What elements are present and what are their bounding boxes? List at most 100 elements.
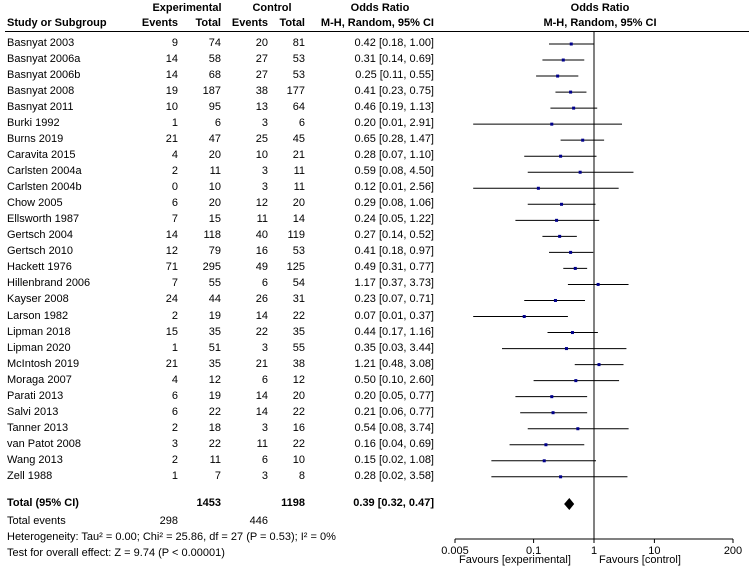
ctl-events: 13 <box>255 101 268 113</box>
total-events-label: Total events <box>7 515 66 527</box>
study-header: Study or Subgroup <box>7 17 107 29</box>
exp-events: 1 <box>171 342 178 354</box>
study-name: Burki 1992 <box>7 117 60 129</box>
point-estimate <box>555 218 559 222</box>
ctl-events: 14 <box>255 310 268 322</box>
exp-total: 7 <box>214 470 221 482</box>
or-ci: 1.21 [0.48, 3.08] <box>354 358 434 370</box>
total-events-exp: 298 <box>159 515 178 527</box>
ctl-total: 11 <box>293 181 305 193</box>
ctl-events: 6 <box>261 277 268 289</box>
ctl-total: 53 <box>292 53 305 65</box>
ctl-events-header: Events <box>231 17 268 29</box>
or-ci: 0.49 [0.31, 0.77] <box>354 261 434 273</box>
exp-total: 118 <box>203 229 221 241</box>
or-ci: 0.42 [0.18, 1.00] <box>354 37 434 49</box>
or-ci: 0.59 [0.08, 4.50] <box>354 165 434 177</box>
x-tick-label: 200 <box>724 545 742 557</box>
point-estimate <box>576 427 580 431</box>
study-name: McIntosh 2019 <box>7 358 80 370</box>
or-ci: 0.54 [0.08, 3.74] <box>354 422 434 434</box>
ctl-total: 11 <box>293 165 305 177</box>
exp-total: 68 <box>208 69 221 81</box>
exp-total: 20 <box>208 197 221 209</box>
exp-total: 10 <box>208 181 221 193</box>
point-estimate <box>536 186 540 190</box>
or-ci: 0.21 [0.06, 0.77] <box>354 406 434 418</box>
point-estimate <box>573 266 577 270</box>
ctl-events: 3 <box>261 165 268 177</box>
ctl-total: 53 <box>292 69 305 81</box>
point-estimate <box>569 250 573 254</box>
exp-events: 6 <box>171 390 178 402</box>
favours-experimental: Favours [experimental] <box>459 554 571 566</box>
or-ci: 0.28 [0.02, 3.58] <box>354 470 434 482</box>
ctl-total: 22 <box>292 406 305 418</box>
total-ctl: 1198 <box>281 497 305 509</box>
ctl-total: 119 <box>287 229 305 241</box>
or-ci: 0.27 [0.14, 0.52] <box>354 229 434 241</box>
exp-events: 14 <box>165 229 178 241</box>
ctl-total: 10 <box>292 454 305 466</box>
ctl-total: 22 <box>292 438 305 450</box>
exp-events: 6 <box>171 197 178 209</box>
or-ci: 0.46 [0.19, 1.13] <box>354 101 434 113</box>
point-estimate <box>564 347 568 351</box>
point-estimate <box>544 443 548 447</box>
study-name: Lipman 2020 <box>7 342 71 354</box>
ctl-events: 3 <box>261 117 268 129</box>
ctl-total: 8 <box>298 470 305 482</box>
ctl-events: 6 <box>261 374 268 386</box>
exp-total: 51 <box>208 342 221 354</box>
ctl-total: 35 <box>292 326 305 338</box>
exp-total: 18 <box>208 422 221 434</box>
total-exp: 1453 <box>196 497 221 509</box>
or-ci: 0.15 [0.02, 1.08] <box>354 454 434 466</box>
or-ci: 0.12 [0.01, 2.56] <box>354 181 434 193</box>
study-name: Ellsworth 1987 <box>7 213 80 225</box>
exp-total: 44 <box>208 293 221 305</box>
or-ci: 0.31 [0.14, 0.69] <box>354 53 434 65</box>
ctl-events: 3 <box>261 181 268 193</box>
exp-total: 22 <box>208 438 221 450</box>
study-name: Parati 2013 <box>7 390 64 402</box>
point-estimate <box>556 74 560 78</box>
exp-total: 20 <box>208 149 221 161</box>
exp-events: 3 <box>171 438 178 450</box>
x-tick-label: 1 <box>591 545 597 557</box>
exp-events: 6 <box>171 406 178 418</box>
study-name: Gertsch 2004 <box>7 229 74 241</box>
or-ci: 0.50 [0.10, 2.60] <box>354 374 434 386</box>
exp-events: 1 <box>171 470 178 482</box>
ctl-events: 3 <box>261 422 268 434</box>
study-name: Carlsten 2004b <box>7 181 82 193</box>
point-estimate <box>574 379 578 383</box>
ctl-events: 10 <box>255 149 268 161</box>
exp-events: 14 <box>165 53 178 65</box>
exp-events: 71 <box>165 261 178 273</box>
study-name: van Patot 2008 <box>7 438 82 450</box>
exp-events: 2 <box>171 165 178 177</box>
control-header: Control <box>252 2 292 14</box>
ctl-events: 3 <box>261 470 268 482</box>
ctl-events: 3 <box>261 342 268 354</box>
study-name: Basnyat 2006b <box>7 69 81 81</box>
exp-total: 55 <box>208 277 221 289</box>
ctl-total: 21 <box>292 149 305 161</box>
exp-total: 19 <box>208 310 221 322</box>
study-name: Caravita 2015 <box>7 149 76 161</box>
ctl-events: 27 <box>255 53 268 65</box>
study-name: Gertsch 2010 <box>7 245 74 257</box>
exp-total: 6 <box>214 117 221 129</box>
study-name: Salvi 2013 <box>7 406 59 418</box>
point-estimate <box>572 106 576 110</box>
total-events-ctl: 446 <box>249 515 268 527</box>
point-estimate <box>569 90 573 94</box>
point-estimate <box>559 475 563 479</box>
exp-events: 4 <box>171 149 178 161</box>
study-name: Tanner 2013 <box>7 422 69 434</box>
study-name: Larson 1982 <box>7 310 69 322</box>
ctl-total: 38 <box>292 358 305 370</box>
exp-total: 35 <box>208 358 221 370</box>
exp-events: 24 <box>165 293 178 305</box>
